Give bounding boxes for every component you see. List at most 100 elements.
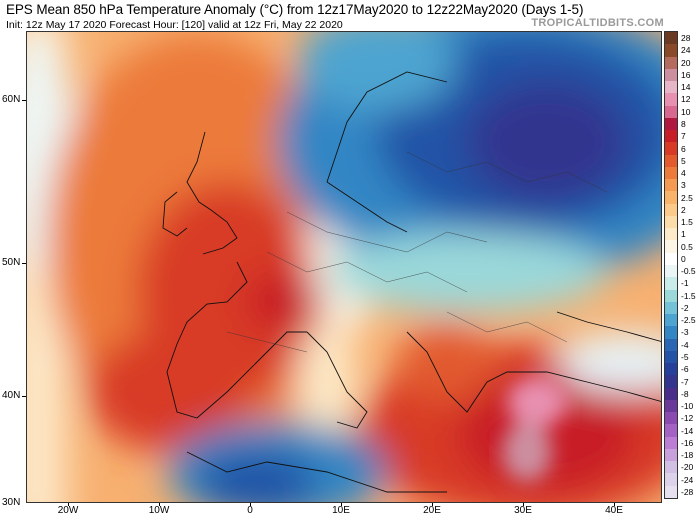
colorbar-segment [665, 130, 677, 143]
lat-label-60n: 60N [2, 94, 21, 105]
lon-tick [250, 503, 251, 506]
lon-tick [614, 503, 615, 506]
colorbar-label: 16 [681, 69, 691, 80]
colorbar-segment [665, 387, 677, 401]
colorbar-label: -6 [681, 364, 689, 375]
colorbar-segment [665, 93, 677, 107]
colorbar-segment [665, 338, 677, 352]
lon-label-0: 0 [247, 505, 253, 516]
colorbar [664, 31, 678, 499]
colorbar-label: -8 [681, 388, 689, 399]
colorbar-label: -16 [681, 437, 694, 448]
colorbar-label: 8 [681, 118, 686, 129]
colorbar-segment [665, 105, 677, 119]
colorbar-label: 4 [681, 168, 686, 179]
lat-tick [22, 396, 26, 397]
colorbar-label: 14 [681, 82, 691, 93]
colorbar-segment [665, 179, 677, 192]
colorbar-label: 3 [681, 180, 686, 191]
colorbar-segment [665, 215, 677, 229]
colorbar-label: -24 [681, 474, 694, 485]
colorbar-label: -4 [681, 339, 689, 350]
colorbar-segment [665, 142, 677, 156]
colorbar-label: -1.5 [681, 290, 696, 301]
colorbar-label: 24 [681, 45, 691, 56]
colorbar-label: -20 [681, 462, 694, 473]
colorbar-label: 1.5 [681, 217, 693, 228]
colorbar-label: -12 [681, 413, 694, 424]
colorbar-segment [665, 448, 677, 462]
colorbar-label: 0 [681, 253, 686, 264]
colorbar-segment [665, 461, 677, 474]
colorbar-segment [665, 314, 677, 327]
colorbar-label: -10 [681, 401, 694, 412]
colorbar-segment [665, 424, 677, 438]
colorbar-label: -18 [681, 450, 694, 461]
colorbar-segment [665, 240, 677, 254]
anomaly-map-svg [27, 32, 661, 502]
colorbar-label: -2 [681, 302, 689, 313]
colorbar-label: 2 [681, 204, 686, 215]
colorbar-segment [665, 277, 677, 290]
colorbar-label: -28 [681, 486, 694, 497]
colorbar-segment [665, 191, 677, 205]
colorbar-segment [665, 289, 677, 303]
map-subtitle: Init: 12z May 17 2020 Forecast Hour: [12… [6, 19, 343, 31]
lat-tick [22, 100, 26, 101]
colorbar-segment [665, 117, 677, 131]
colorbar-segment [665, 399, 677, 413]
colorbar-segment [665, 363, 677, 376]
anomaly-map[interactable] [26, 31, 662, 503]
colorbar-segment [665, 203, 677, 217]
lon-tick [523, 503, 524, 506]
colorbar-label: -14 [681, 425, 694, 436]
colorbar-segment [665, 68, 677, 82]
colorbar-label: 1 [681, 229, 686, 240]
colorbar-label: 20 [681, 57, 691, 68]
lat-tick [22, 263, 26, 264]
colorbar-label: -0.5 [681, 266, 696, 277]
lon-tick [341, 503, 342, 506]
colorbar-label: -5 [681, 351, 689, 362]
colorbar-label: -7 [681, 376, 689, 387]
colorbar-segment [665, 154, 677, 168]
colorbar-segment [665, 412, 677, 425]
colorbar-segment [665, 265, 677, 278]
lon-tick [68, 503, 69, 506]
brand-label[interactable]: TROPICALTIDBITS.COM [531, 17, 664, 29]
lon-tick [159, 503, 160, 506]
colorbar-label: 6 [681, 143, 686, 154]
colorbar-segment [665, 473, 677, 487]
colorbar-label: -1 [681, 278, 689, 289]
lon-label-20e: 20E [423, 505, 441, 516]
colorbar-segment [665, 485, 677, 499]
colorbar-segment [665, 166, 677, 180]
lon-label-20w: 20W [57, 505, 79, 516]
colorbar-segment [665, 301, 677, 315]
lat-label-40n: 40N [2, 390, 21, 401]
colorbar-segment [665, 228, 677, 241]
lat-label-50n: 50N [2, 257, 21, 268]
lon-label-30e: 30E [514, 505, 532, 516]
lon-label-10w: 10W [148, 505, 170, 516]
colorbar-label: 0.5 [681, 241, 693, 252]
colorbar-label: 10 [681, 106, 691, 117]
colorbar-segment [665, 56, 677, 70]
colorbar-segment [665, 375, 677, 389]
colorbar-label: 2.5 [681, 192, 693, 203]
colorbar-segment [665, 44, 677, 57]
lon-label-40e: 40E [605, 505, 623, 516]
lon-tick [432, 503, 433, 506]
coastlines [162, 71, 661, 493]
colorbar-segment [665, 350, 677, 364]
map-title: EPS Mean 850 hPa Temperature Anomaly (°C… [6, 2, 584, 17]
colorbar-label: 12 [681, 94, 691, 105]
colorbar-segment [665, 326, 677, 340]
colorbar-label: 28 [681, 33, 691, 44]
colorbar-label: 5 [681, 155, 686, 166]
lat-label-30n: 30N [2, 497, 21, 508]
colorbar-label: -3 [681, 327, 689, 338]
colorbar-segment [665, 252, 677, 266]
lon-label-10e: 10E [332, 505, 350, 516]
colorbar-label: -2.5 [681, 315, 696, 326]
